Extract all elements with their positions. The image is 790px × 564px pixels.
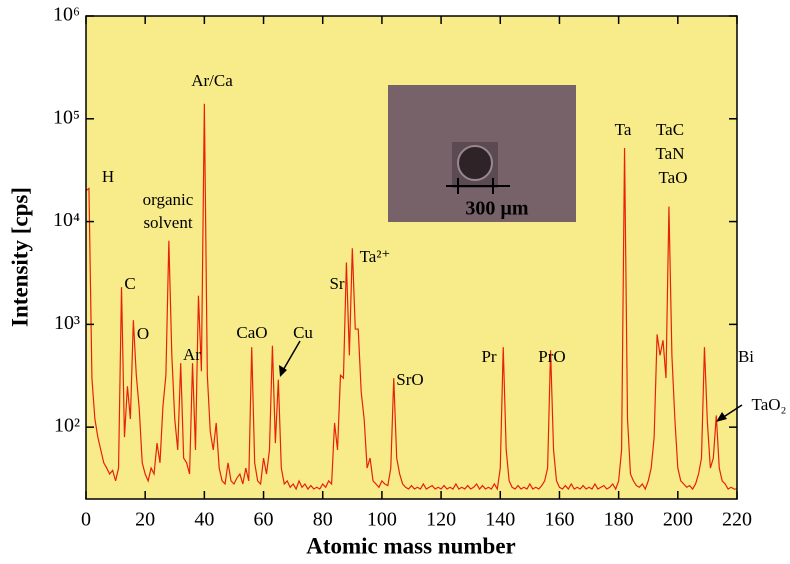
annotation: CaO xyxy=(236,323,267,342)
annotation: Ar/Ca xyxy=(191,71,233,90)
annotation: O xyxy=(137,324,149,343)
x-tick-label: 180 xyxy=(604,509,634,531)
annotation: organic xyxy=(143,190,194,209)
x-tick-label: 20 xyxy=(135,509,155,531)
annotation: Ar xyxy=(183,345,201,364)
arrow xyxy=(721,404,743,419)
y-tick-label: 10⁵ xyxy=(53,106,80,128)
x-tick-label: 0 xyxy=(81,509,91,531)
annotation: TaO xyxy=(658,168,687,187)
annotation: C xyxy=(124,274,135,293)
annotation: Pr xyxy=(481,347,496,366)
annotation: Bi xyxy=(738,347,754,366)
x-tick-label: 80 xyxy=(313,509,333,531)
x-tick-label: 120 xyxy=(426,509,456,531)
x-axis-label: Atomic mass number xyxy=(306,533,516,558)
plot-frame xyxy=(85,15,738,500)
arrow-head xyxy=(279,365,287,377)
annotation: Cu xyxy=(293,323,313,342)
annotation: Ta xyxy=(615,120,632,139)
y-axis-label: Intensity [cps] xyxy=(7,187,32,327)
y-tick-label: 10⁴ xyxy=(53,209,80,231)
x-tick-label: 200 xyxy=(663,509,693,531)
plot xyxy=(86,103,737,491)
annotation: TaO₂ xyxy=(752,395,787,414)
annotation: TaC xyxy=(656,120,684,139)
x-tick-label: 100 xyxy=(367,509,397,531)
annotation: Sr xyxy=(329,274,344,293)
spectrum-line xyxy=(86,103,737,491)
annotation: H xyxy=(102,167,114,186)
x-tick-label: 40 xyxy=(194,509,214,531)
arrow xyxy=(281,340,301,373)
x-tick-label: 60 xyxy=(254,509,274,531)
annotation: Ta²⁺ xyxy=(360,247,391,266)
x-tick-label: 220 xyxy=(722,509,752,531)
y-tick-label: 10³ xyxy=(54,312,80,334)
inset-label: 300 µm xyxy=(465,198,529,220)
inset-hole xyxy=(457,145,493,181)
y-tick-label: 10² xyxy=(54,415,80,437)
arrow-head xyxy=(716,412,727,422)
y-tick-label: 10⁶ xyxy=(53,4,80,26)
x-tick-label: 140 xyxy=(485,509,515,531)
inset-image: 300 µm xyxy=(388,85,576,222)
annotation: TaN xyxy=(655,144,684,163)
annotation: PrO xyxy=(538,347,565,366)
annotation: solvent xyxy=(143,213,192,232)
x-tick-label: 160 xyxy=(544,509,574,531)
annotation: SrO xyxy=(396,370,423,389)
